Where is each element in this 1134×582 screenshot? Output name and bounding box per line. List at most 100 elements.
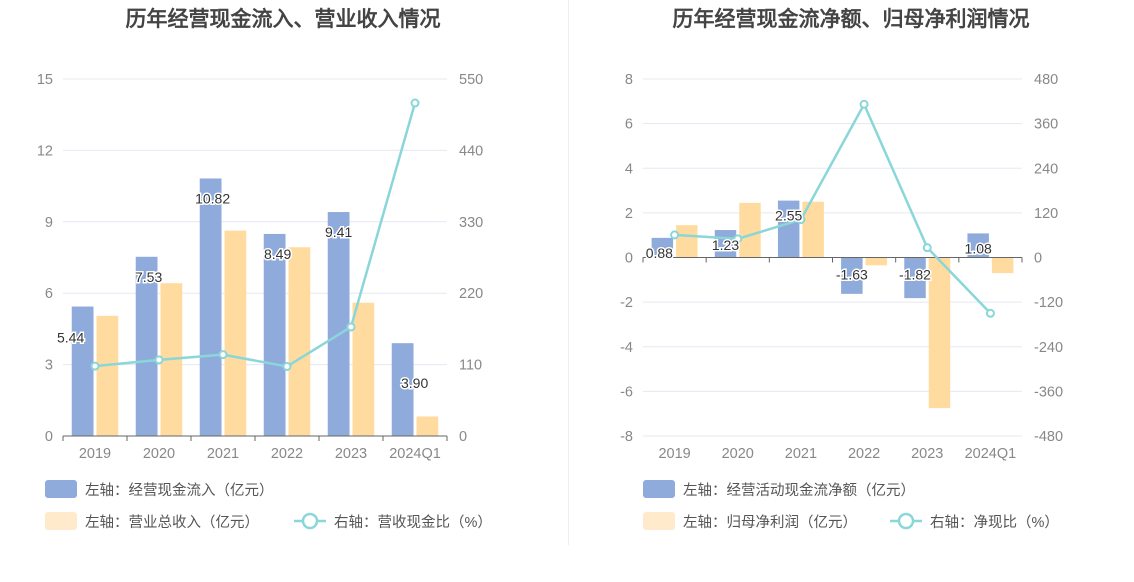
x-axis-tick-label: 2023 bbox=[335, 446, 367, 462]
bar-secondary-2020[interactable] bbox=[739, 202, 761, 258]
legend-swatch[interactable] bbox=[45, 480, 77, 498]
bar-secondary-2019[interactable] bbox=[96, 315, 119, 436]
bar-primary-2021[interactable] bbox=[199, 178, 222, 436]
line-point-2019[interactable] bbox=[670, 230, 680, 240]
legend-swatch[interactable] bbox=[643, 480, 675, 498]
line-point-2023[interactable] bbox=[346, 322, 356, 332]
left-axis-tick-label: 6 bbox=[625, 117, 633, 133]
bar-primary-2023[interactable] bbox=[327, 212, 350, 436]
x-axis-tick-label: 2020 bbox=[722, 446, 754, 462]
bar-secondary-2024Q1[interactable] bbox=[991, 257, 1014, 274]
left-axis-tick-label: -6 bbox=[620, 384, 633, 400]
left-axis-tick-label: 9 bbox=[45, 215, 53, 231]
x-axis-tick-label: 2022 bbox=[848, 446, 880, 462]
bar-secondary-2021[interactable] bbox=[224, 230, 247, 436]
x-axis-tick-label: 2023 bbox=[911, 446, 943, 462]
chart-netcash-profit: 历年经营现金流净额、归母净利润情况 -8 -480 -6 -360 -4 -240 -2 -12… bbox=[620, 7, 1063, 531]
right-axis-tick-label: -360 bbox=[1034, 384, 1063, 400]
bar-data-label: -1.82 bbox=[899, 267, 931, 283]
line-point-2024Q1[interactable] bbox=[985, 308, 995, 318]
line-point-2021[interactable] bbox=[796, 215, 806, 225]
legend-label[interactable]: 右轴：净现比（%） bbox=[930, 514, 1059, 531]
chart-cashflow-revenue: 历年经营现金流入、营业收入情况 0 0 3 110 6 220 9 330 12 440 15 550 2… bbox=[37, 7, 492, 531]
left-axis-tick-label: 0 bbox=[625, 251, 633, 267]
chart-title: 历年经营现金流净额、归母净利润情况 bbox=[673, 7, 1030, 31]
bar-secondary-2022[interactable] bbox=[288, 247, 311, 436]
legend-swatch-marker[interactable] bbox=[897, 512, 915, 530]
bar-secondary-2023[interactable] bbox=[352, 302, 375, 436]
right-axis-tick-label: 440 bbox=[459, 143, 483, 159]
left-axis-tick-label: 12 bbox=[37, 143, 53, 159]
line-point-2022[interactable] bbox=[859, 99, 869, 109]
chart-title: 历年经营现金流入、营业收入情况 bbox=[126, 7, 441, 31]
x-axis-tick-label: 2024Q1 bbox=[389, 446, 441, 462]
legend-swatch[interactable] bbox=[643, 512, 675, 530]
x-axis-tick-label: 2022 bbox=[271, 446, 303, 462]
right-axis-tick-label: -480 bbox=[1034, 429, 1063, 445]
left-axis-tick-label: -2 bbox=[620, 295, 633, 311]
right-axis-tick-label: 0 bbox=[1034, 251, 1042, 267]
x-axis-tick-label: 2020 bbox=[143, 446, 175, 462]
bar-data-label: 9.41 bbox=[325, 224, 352, 240]
legend-label[interactable]: 左轴：经营现金流入（亿元） bbox=[85, 482, 274, 499]
bar-primary-2020[interactable] bbox=[135, 256, 158, 436]
bar-secondary-2024Q1[interactable] bbox=[416, 416, 439, 436]
legend-label[interactable]: 左轴：营业总收入（亿元） bbox=[85, 514, 259, 531]
left-axis-tick-label: 4 bbox=[625, 161, 633, 177]
left-axis-tick-label: 15 bbox=[37, 72, 53, 88]
bar-secondary-2023[interactable] bbox=[928, 257, 951, 409]
left-axis-tick-label: -8 bbox=[620, 429, 633, 445]
x-axis-tick-label: 2019 bbox=[658, 446, 690, 462]
panel-divider bbox=[568, 0, 569, 545]
x-axis-tick-label: 2021 bbox=[785, 446, 817, 462]
right-axis-tick-label: 360 bbox=[1034, 117, 1058, 133]
legend-label[interactable]: 右轴：营收现金比（%） bbox=[334, 514, 492, 531]
right-axis-tick-label: 480 bbox=[1034, 72, 1058, 88]
legend-swatch-marker[interactable] bbox=[301, 512, 319, 530]
bar-data-label: -1.63 bbox=[836, 267, 868, 283]
right-axis-tick-label: 220 bbox=[459, 286, 483, 302]
line-point-2023[interactable] bbox=[922, 243, 932, 253]
line-point-2022[interactable] bbox=[282, 361, 292, 371]
line-point-2020[interactable] bbox=[733, 234, 743, 244]
x-axis-tick-label: 2024Q1 bbox=[965, 446, 1017, 462]
bar-primary-2021[interactable] bbox=[777, 200, 800, 258]
left-axis-tick-label: 8 bbox=[625, 72, 633, 88]
bar-primary-2019[interactable] bbox=[651, 237, 674, 258]
bar-primary-2022[interactable] bbox=[841, 257, 863, 294]
bar-secondary-2019[interactable] bbox=[676, 225, 698, 258]
x-axis-tick-label: 2021 bbox=[207, 446, 239, 462]
bar-data-label: 7.53 bbox=[135, 269, 162, 285]
bar-primary-2022[interactable] bbox=[263, 233, 286, 436]
bar-data-label: 1.08 bbox=[965, 240, 992, 256]
bar-primary-2024Q1[interactable] bbox=[967, 233, 989, 258]
left-axis-tick-label: 0 bbox=[45, 429, 53, 445]
bar-data-label: 1.23 bbox=[712, 237, 739, 253]
chart-panel-netcash-profit: 历年经营现金流净额、归母净利润情况 -8 -480 -6 -360 -4 -240 -2 -12… bbox=[568, 0, 1134, 582]
right-axis-tick-label: 0 bbox=[459, 429, 467, 445]
left-axis-tick-label: 2 bbox=[625, 206, 633, 222]
bar-data-label: 3.90 bbox=[401, 375, 428, 391]
bar-primary-2023[interactable] bbox=[904, 257, 926, 299]
right-axis-tick-label: 550 bbox=[459, 72, 483, 88]
line-point-2019[interactable] bbox=[90, 361, 100, 371]
right-axis-tick-label: -240 bbox=[1034, 340, 1063, 356]
left-axis-tick-label: 6 bbox=[45, 286, 53, 302]
line-point-2024Q1[interactable] bbox=[410, 98, 420, 108]
line-series bbox=[674, 101, 992, 315]
bar-primary-2024Q1[interactable] bbox=[391, 343, 414, 436]
bar-data-label: 0.88 bbox=[646, 245, 673, 261]
right-axis-tick-label: 120 bbox=[1034, 206, 1058, 222]
bar-secondary-2021[interactable] bbox=[802, 201, 824, 258]
line-point-2021[interactable] bbox=[218, 350, 228, 360]
legend-label[interactable]: 左轴：经营活动现金流净额（亿元） bbox=[683, 482, 915, 499]
right-axis-tick-label: 110 bbox=[459, 358, 482, 374]
bar-secondary-2022[interactable] bbox=[865, 257, 888, 266]
legend-label[interactable]: 左轴：归母净利润（亿元） bbox=[683, 514, 857, 531]
right-axis-tick-label: 240 bbox=[1034, 161, 1058, 177]
line-point-2020[interactable] bbox=[154, 355, 164, 365]
legend-swatch[interactable] bbox=[45, 512, 77, 530]
bar-data-label: 5.44 bbox=[57, 330, 84, 346]
left-axis-tick-label: 3 bbox=[45, 358, 53, 374]
bar-primary-2019[interactable] bbox=[71, 306, 94, 436]
